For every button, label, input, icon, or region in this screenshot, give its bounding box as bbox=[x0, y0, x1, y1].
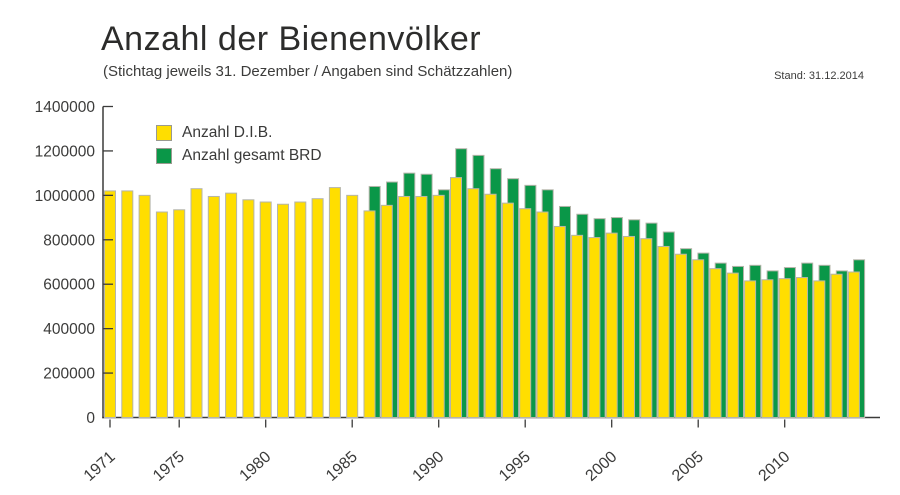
bar-2000-dib bbox=[605, 232, 618, 418]
x-tick-label-1975: 1975 bbox=[150, 448, 188, 485]
legend-item-gesamt-brd: Anzahl gesamt BRD bbox=[156, 144, 322, 167]
bar-2007-dib bbox=[726, 272, 739, 418]
bar-1985-dib bbox=[346, 194, 359, 418]
y-tick-label-1000000: 1000000 bbox=[35, 188, 96, 205]
y-tick-label-400000: 400000 bbox=[43, 321, 95, 338]
bar-1982-dib bbox=[294, 201, 307, 418]
page-subtitle: (Stichtag jeweils 31. Dezember / Angaben… bbox=[103, 63, 513, 80]
y-tick-label-200000: 200000 bbox=[43, 366, 95, 383]
bar-1994-dib bbox=[501, 202, 514, 418]
x-tick-label-1990: 1990 bbox=[410, 448, 448, 485]
bar-1990-dib bbox=[432, 194, 445, 418]
x-tick-label-group-1995: 1995 bbox=[496, 448, 534, 485]
bar-1971-dib bbox=[104, 190, 116, 418]
x-tick-label-group-1985: 1985 bbox=[323, 448, 361, 485]
page-title: Anzahl der Bienenvölker bbox=[101, 20, 482, 58]
bar-2012-dib bbox=[813, 280, 826, 418]
bar-1996-dib bbox=[536, 211, 549, 418]
bar-2006-dib bbox=[709, 268, 722, 418]
bar-2014-dib bbox=[847, 271, 860, 418]
x-tick-label-2005: 2005 bbox=[669, 448, 707, 485]
x-tick-label-group-2005: 2005 bbox=[669, 448, 707, 485]
bar-2003-dib bbox=[657, 245, 670, 418]
bar-1978-dib bbox=[225, 192, 238, 418]
x-tick-label-1971: 1971 bbox=[81, 448, 119, 485]
bar-1991-dib bbox=[450, 177, 462, 418]
legend-label-gesamt-brd: Anzahl gesamt BRD bbox=[182, 146, 322, 164]
stand-date-label: Stand: 31.12.2014 bbox=[774, 70, 864, 82]
x-tick-label-1995: 1995 bbox=[496, 448, 534, 485]
bar-2005-dib bbox=[692, 259, 705, 418]
x-tick-label-group-1971: 1971 bbox=[81, 448, 119, 485]
bar-2013-dib bbox=[830, 273, 843, 419]
bar-1988-dib bbox=[398, 195, 411, 418]
bar-1989-dib bbox=[415, 195, 428, 418]
bar-1980-dib bbox=[259, 201, 272, 418]
bar-1993-dib bbox=[484, 193, 497, 418]
x-tick-label-group-2000: 2000 bbox=[583, 448, 621, 485]
bar-2001-dib bbox=[623, 235, 635, 418]
bar-1974-dib bbox=[155, 211, 168, 418]
bar-1981-dib bbox=[277, 203, 289, 418]
bar-1973-dib bbox=[138, 194, 151, 418]
bar-1979-dib bbox=[242, 199, 255, 418]
x-tick-label-group-1980: 1980 bbox=[237, 448, 275, 485]
y-tick-label-1200000: 1200000 bbox=[35, 143, 96, 160]
bar-2011-dib bbox=[796, 277, 808, 418]
bar-1983-dib bbox=[311, 198, 324, 418]
bar-1999-dib bbox=[588, 237, 601, 418]
legend-swatch-green bbox=[156, 147, 172, 164]
bar-1976-dib bbox=[190, 188, 203, 418]
bar-1972-dib bbox=[121, 190, 134, 418]
y-tick-label-800000: 800000 bbox=[43, 232, 95, 249]
bar-2008-dib bbox=[744, 280, 757, 418]
y-tick-label-600000: 600000 bbox=[43, 277, 95, 294]
x-tick-label-group-2010: 2010 bbox=[756, 448, 794, 485]
y-tick-label-0: 0 bbox=[86, 410, 95, 427]
bar-2002-dib bbox=[640, 238, 653, 418]
bar-1986-dib bbox=[363, 210, 376, 418]
x-tick-label-group-1975: 1975 bbox=[150, 448, 188, 485]
bar-1998-dib bbox=[571, 234, 584, 418]
bar-2010-dib bbox=[778, 278, 791, 418]
bar-1997-dib bbox=[553, 225, 566, 418]
bar-2009-dib bbox=[761, 279, 774, 418]
bar-1975-dib bbox=[173, 209, 186, 418]
x-tick-label-2010: 2010 bbox=[756, 448, 794, 485]
x-tick-label-group-1990: 1990 bbox=[410, 448, 448, 485]
chart-legend: Anzahl D.I.B. Anzahl gesamt BRD bbox=[156, 121, 322, 167]
bar-2004-dib bbox=[674, 253, 687, 418]
x-tick-label-1980: 1980 bbox=[237, 448, 275, 485]
y-tick-label-1400000: 1400000 bbox=[35, 99, 96, 116]
bar-1977-dib bbox=[207, 195, 220, 418]
bar-1995-dib bbox=[519, 208, 532, 418]
x-tick-label-1985: 1985 bbox=[323, 448, 361, 485]
bar-1992-dib bbox=[467, 188, 480, 418]
x-tick-label-2000: 2000 bbox=[583, 448, 621, 485]
legend-label-dib: Anzahl D.I.B. bbox=[182, 123, 273, 141]
bar-1987-dib bbox=[380, 204, 393, 418]
legend-swatch-yellow bbox=[156, 124, 172, 141]
legend-item-dib: Anzahl D.I.B. bbox=[156, 121, 322, 144]
bar-1984-dib bbox=[328, 187, 341, 418]
